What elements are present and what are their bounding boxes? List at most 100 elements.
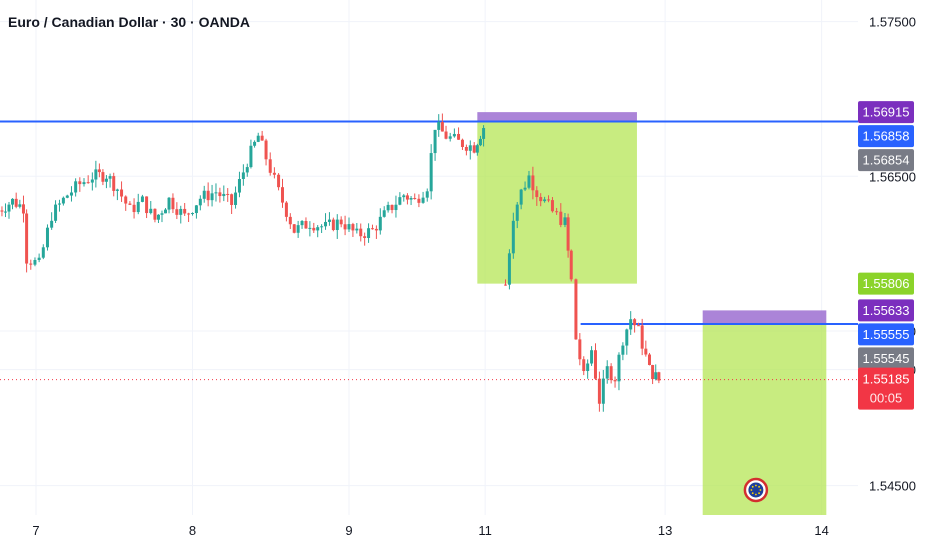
candle-body <box>339 219 343 225</box>
candle-body <box>94 169 98 180</box>
candle-body <box>363 236 367 238</box>
candle-body <box>145 196 149 214</box>
candle-body <box>183 208 187 214</box>
candle-body <box>511 220 515 254</box>
candle-body <box>308 227 312 229</box>
candle-body <box>343 224 347 230</box>
candle-body <box>304 220 308 229</box>
candle-body <box>504 284 507 286</box>
candle-body <box>597 378 601 404</box>
flag-star-icon <box>755 493 757 496</box>
candle-body <box>569 250 573 280</box>
candle-body <box>90 179 94 183</box>
candle-body <box>124 196 128 204</box>
x-tick-label: 9 <box>345 523 352 538</box>
candle-body <box>264 140 268 160</box>
candle-body <box>198 198 202 206</box>
candle-body <box>644 348 648 355</box>
candle-body <box>367 228 371 238</box>
candle-body <box>288 216 292 225</box>
candle-body <box>547 199 551 201</box>
candle-body <box>241 172 245 180</box>
price-badge <box>858 125 914 148</box>
candle-body <box>460 139 464 147</box>
candle-body <box>296 225 300 233</box>
y-tick-label: 1.54500 <box>869 479 916 494</box>
candle-body <box>202 190 206 199</box>
candle-body <box>0 210 4 212</box>
candle-body <box>621 345 625 355</box>
candle-body <box>3 211 7 213</box>
candle-body <box>586 363 590 372</box>
candle-body <box>421 197 425 203</box>
candle-body <box>374 228 378 231</box>
candle-body <box>405 195 409 200</box>
price-badge <box>858 347 914 370</box>
candle-body <box>535 190 539 198</box>
candle-body <box>402 195 406 198</box>
candle-body <box>260 135 264 141</box>
candle-body <box>394 204 398 211</box>
y-tick-label: 1.57500 <box>869 15 916 30</box>
candle-body <box>11 198 15 205</box>
flag-star-icon <box>750 489 753 491</box>
candle-body <box>57 203 61 205</box>
candle-body <box>292 224 296 233</box>
candle-body <box>433 129 437 154</box>
candle-body <box>101 172 105 182</box>
price-badge <box>858 272 914 295</box>
candle-body <box>478 138 482 146</box>
candle-body <box>136 201 140 213</box>
candle-body <box>417 198 421 203</box>
candle-body <box>149 208 153 214</box>
candle-body <box>359 228 363 237</box>
candle-body <box>601 378 605 404</box>
candle-body <box>543 199 547 202</box>
candle-body <box>539 197 543 202</box>
candle-body <box>50 220 54 228</box>
candle-body <box>191 213 194 215</box>
candle-body <box>268 159 272 173</box>
candle-body <box>593 350 597 379</box>
flag-star-icon <box>759 489 762 491</box>
candle-body <box>54 204 58 221</box>
x-tick-label: 14 <box>814 523 828 538</box>
target-zone <box>477 121 637 284</box>
candle-body <box>171 197 175 210</box>
candle-body <box>320 226 324 228</box>
candle-body <box>97 169 101 173</box>
countdown-label: 00:05 <box>870 391 903 406</box>
candle-body <box>482 128 486 139</box>
candle-body <box>605 366 609 379</box>
candle-body <box>21 204 25 214</box>
candle-body <box>444 131 448 139</box>
candle-body <box>206 190 210 201</box>
candle-body <box>625 329 629 346</box>
candle-body <box>425 191 429 198</box>
candle-body <box>179 208 183 215</box>
chart-title: Euro / Canadian Dollar · 30 · OANDA <box>8 14 250 30</box>
candle-body <box>210 193 214 201</box>
candle-body <box>566 217 570 251</box>
candle-body <box>590 350 594 364</box>
candle-body <box>633 319 637 326</box>
candle-body <box>440 121 444 132</box>
candle-body <box>370 228 374 230</box>
candle-body <box>629 319 633 330</box>
candle-body <box>457 133 461 140</box>
price-badge-label: 1.55633 <box>863 303 910 318</box>
candle-body <box>128 203 132 205</box>
candle-body <box>464 146 468 151</box>
candle-body <box>120 189 124 197</box>
candle-body <box>164 209 168 214</box>
x-tick-label: 8 <box>189 523 196 538</box>
stop-zone <box>702 310 827 325</box>
candle-body <box>574 279 578 340</box>
candle-body <box>7 204 11 212</box>
flag-star-icon <box>751 492 754 495</box>
candle-body <box>256 135 260 142</box>
candle-body <box>115 189 119 191</box>
price-badge-label: 1.55555 <box>863 327 910 342</box>
candle-body <box>452 133 456 137</box>
